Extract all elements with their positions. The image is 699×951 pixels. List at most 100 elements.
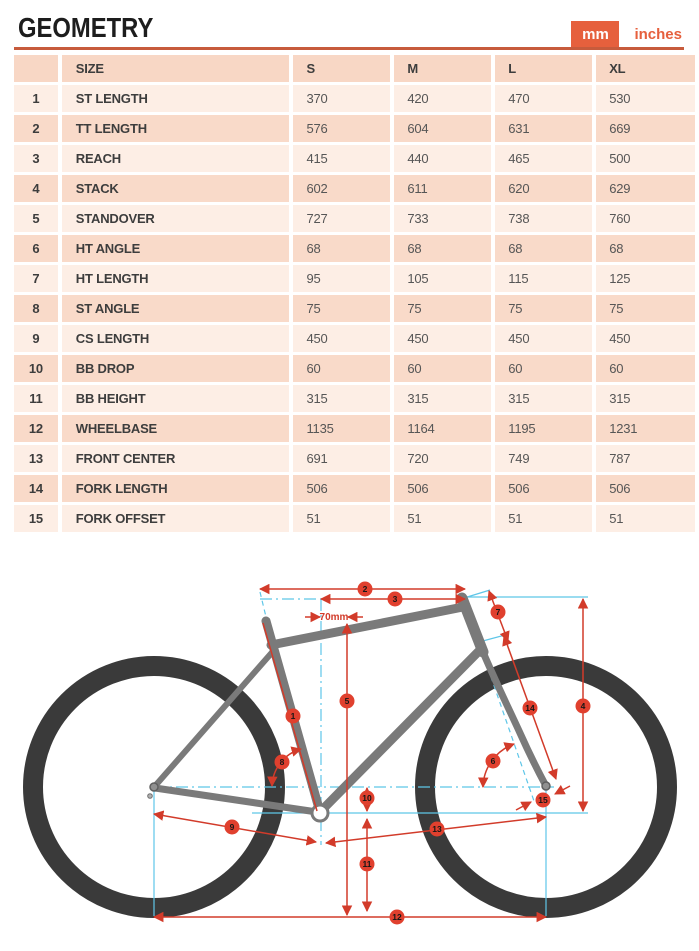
geometry-table-body: 1 ST LENGTH 370 420 470 530 2 TT LENGTH 576 604 63… xyxy=(14,85,695,532)
value-cell-xl: 315 xyxy=(596,385,695,412)
dim-marker-circle xyxy=(429,821,445,837)
value-cell-l: 315 xyxy=(495,385,593,412)
value-cell-s: 68 xyxy=(293,235,391,262)
value-cell-s: 1135 xyxy=(293,415,391,442)
dim-marker-number: 1 xyxy=(291,711,296,721)
row-label-cell: ST ANGLE xyxy=(61,295,290,322)
table-row: 2 TT LENGTH 576 604 631 669 xyxy=(14,115,695,142)
row-number-cell: 2 xyxy=(14,115,58,142)
value-cell-m: 450 xyxy=(394,325,492,352)
value-cell-m: 75 xyxy=(394,295,492,322)
dim-marker-circle xyxy=(490,604,506,620)
dim-marker-number: 15 xyxy=(538,795,548,805)
dim-marker-13: 13 xyxy=(429,821,445,837)
dim-marker-7: 7 xyxy=(490,604,506,620)
row-label-cell: REACH xyxy=(61,145,290,172)
row-label-cell: HT ANGLE xyxy=(61,235,290,262)
value-cell-s: 415 xyxy=(293,145,391,172)
table-row: 11 BB HEIGHT 315 315 315 315 xyxy=(14,385,695,412)
value-cell-s: 506 xyxy=(293,475,391,502)
header-rule xyxy=(14,47,684,50)
value-cell-l: 51 xyxy=(495,505,593,532)
value-cell-xl: 1231 xyxy=(596,415,695,442)
column-header-blank xyxy=(14,55,58,82)
dim-marker-circle xyxy=(387,591,403,607)
value-cell-m: 60 xyxy=(394,355,492,382)
value-cell-m: 51 xyxy=(394,505,492,532)
column-header-m: M xyxy=(394,55,492,82)
value-cell-xl: 500 xyxy=(596,145,695,172)
dim-marker-number: 3 xyxy=(393,594,398,604)
column-header-size: SIZE xyxy=(61,55,290,82)
row-label-cell: WHEELBASE xyxy=(61,415,290,442)
dim-marker-12: 12 xyxy=(389,909,405,925)
front-dropout xyxy=(541,781,551,791)
row-label-cell: BB HEIGHT xyxy=(61,385,290,412)
value-cell-m: 720 xyxy=(394,445,492,472)
row-label-cell: CS LENGTH xyxy=(61,325,290,352)
dim-marker-number: 14 xyxy=(525,703,535,713)
value-cell-l: 68 xyxy=(495,235,593,262)
value-cell-l: 60 xyxy=(495,355,593,382)
value-cell-l: 470 xyxy=(495,85,593,112)
dim-marker-number: 8 xyxy=(280,757,285,767)
page-title: GEOMETRY xyxy=(18,12,154,43)
dim-marker-circle xyxy=(522,700,538,716)
value-cell-m: 440 xyxy=(394,145,492,172)
table-row: 12 WHEELBASE 1135 1164 1195 1231 xyxy=(14,415,695,442)
dim-marker-circle xyxy=(359,856,375,872)
row-number-cell: 10 xyxy=(14,355,58,382)
table-row: 9 CS LENGTH 450 450 450 450 xyxy=(14,325,695,352)
value-cell-l: 749 xyxy=(495,445,593,472)
column-header-xl: XL xyxy=(596,55,695,82)
value-cell-s: 691 xyxy=(293,445,391,472)
value-cell-l: 450 xyxy=(495,325,593,352)
dim-marker-circle xyxy=(285,708,301,724)
value-cell-xl: 60 xyxy=(596,355,695,382)
dim-marker-2: 2 xyxy=(357,581,373,597)
row-number-cell: 13 xyxy=(14,445,58,472)
row-number-cell: 8 xyxy=(14,295,58,322)
value-cell-l: 1195 xyxy=(495,415,593,442)
dim-marker-9: 9 xyxy=(224,819,240,835)
value-cell-xl: 68 xyxy=(596,235,695,262)
value-cell-xl: 669 xyxy=(596,115,695,142)
dim-marker-circle xyxy=(224,819,240,835)
value-cell-s: 450 xyxy=(293,325,391,352)
row-label-cell: BB DROP xyxy=(61,355,290,382)
row-number-cell: 14 xyxy=(14,475,58,502)
value-cell-s: 727 xyxy=(293,205,391,232)
row-number-cell: 7 xyxy=(14,265,58,292)
dim-marker-number: 12 xyxy=(392,912,402,922)
dim-marker-number: 5 xyxy=(345,696,350,706)
dim-marker-4: 4 xyxy=(575,698,591,714)
column-header-l: L xyxy=(495,55,593,82)
table-row: 1 ST LENGTH 370 420 470 530 xyxy=(14,85,695,112)
row-label-cell: ST LENGTH xyxy=(61,85,290,112)
table-row: 5 STANDOVER 727 733 738 760 xyxy=(14,205,695,232)
dim-marker-number: 6 xyxy=(491,756,496,766)
value-cell-l: 75 xyxy=(495,295,593,322)
row-label-cell: HT LENGTH xyxy=(61,265,290,292)
dim-marker-number: 9 xyxy=(230,822,235,832)
seat-stay xyxy=(152,646,278,789)
geometry-table-head: SIZE S M L XL xyxy=(14,55,695,82)
row-number-cell: 4 xyxy=(14,175,58,202)
dim-marker-10: 10 xyxy=(359,790,375,806)
unit-mm-button[interactable]: mm xyxy=(571,21,620,48)
value-cell-xl: 125 xyxy=(596,265,695,292)
dim-marker-number: 10 xyxy=(362,793,372,803)
dim-fork-offset-right-arrow xyxy=(554,784,571,795)
unit-inches-button[interactable]: inches xyxy=(634,21,682,48)
dim-marker-8: 8 xyxy=(274,754,290,770)
value-cell-s: 51 xyxy=(293,505,391,532)
dim-fork-offset-left-arrow xyxy=(515,801,532,812)
value-cell-m: 611 xyxy=(394,175,492,202)
unit-toggle: mm inches xyxy=(571,21,682,48)
dim-marker-1: 1 xyxy=(285,708,301,724)
value-cell-l: 115 xyxy=(495,265,593,292)
value-cell-m: 68 xyxy=(394,235,492,262)
value-cell-m: 315 xyxy=(394,385,492,412)
row-label-cell: TT LENGTH xyxy=(61,115,290,142)
